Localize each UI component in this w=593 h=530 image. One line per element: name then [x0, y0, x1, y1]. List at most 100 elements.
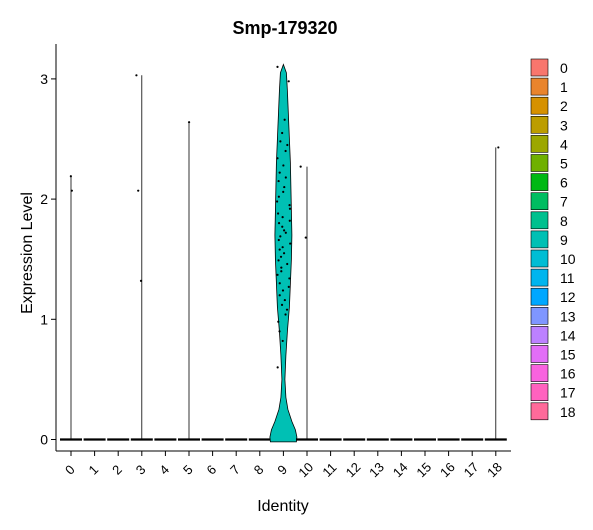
y-axis-label: Expression Level: [19, 192, 36, 314]
data-point-18: [497, 146, 500, 149]
x-tick-label: 13: [366, 459, 387, 480]
data-point-9: [282, 164, 285, 167]
data-point-9: [277, 195, 280, 198]
legend-label-10: 10: [560, 251, 576, 267]
legend-swatch-8: [530, 211, 549, 230]
legend-label-0: 0: [560, 60, 568, 76]
data-point-9: [281, 131, 284, 135]
y-tick-label: 0: [40, 432, 48, 448]
data-point-9: [278, 171, 281, 174]
legend-swatch-4: [530, 135, 549, 153]
x-axis-label: Identity: [257, 498, 309, 515]
x-tick-label: 5: [180, 462, 196, 478]
data-point-9: [281, 216, 284, 219]
legend-swatch-7: [530, 192, 549, 210]
data-point-9: [276, 157, 279, 160]
legend-swatch-18: [530, 402, 549, 421]
legend-label-6: 6: [560, 175, 568, 191]
data-point-9: [288, 277, 291, 280]
legend-label-14: 14: [560, 327, 576, 343]
legend-label-1: 1: [560, 79, 568, 95]
data-point-3: [135, 74, 138, 77]
data-point-9: [288, 207, 292, 210]
data-point-9: [276, 273, 279, 276]
legend-swatch-14: [530, 326, 549, 344]
data-point-9: [288, 219, 291, 222]
legend-label-13: 13: [560, 308, 576, 324]
legend-swatch-3: [530, 116, 549, 134]
x-tick-label: 14: [390, 459, 411, 480]
y-tick-label: 1: [40, 311, 48, 327]
legend-label-2: 2: [560, 98, 568, 114]
data-point-9: [289, 242, 292, 245]
data-point-3: [139, 279, 143, 282]
x-tick-label: 15: [413, 459, 434, 480]
data-point-10: [299, 165, 302, 168]
legend-swatch-15: [530, 345, 549, 363]
x-tick-label: 3: [133, 462, 149, 478]
legend-label-4: 4: [560, 136, 568, 152]
x-tick-label: 9: [274, 462, 290, 478]
data-point-9: [277, 238, 280, 242]
data-point-9: [276, 212, 280, 215]
x-tick-label: 12: [343, 459, 364, 480]
x-tick-label: 18: [484, 459, 505, 480]
data-point-9: [277, 222, 281, 225]
data-point-9: [276, 200, 279, 203]
data-point-9: [286, 143, 289, 147]
x-tick-label: 10: [295, 459, 316, 480]
legend-swatch-11: [530, 268, 549, 287]
data-point-9: [281, 246, 284, 249]
data-point-5: [187, 121, 191, 124]
legend-label-17: 17: [560, 385, 576, 401]
data-point-9: [283, 298, 286, 302]
data-point-9: [276, 366, 279, 369]
data-point-3: [137, 189, 140, 192]
legend-swatch-12: [530, 287, 549, 306]
data-point-9: [281, 339, 284, 343]
data-point-9: [287, 80, 290, 83]
data-point-9: [284, 313, 287, 316]
data-point-9: [283, 229, 286, 232]
data-point-9: [280, 266, 283, 269]
x-tick-label: 11: [319, 460, 339, 480]
data-point-9: [285, 308, 289, 311]
legend-label-16: 16: [560, 366, 576, 382]
legend-swatch-16: [530, 364, 549, 382]
x-tick-label: 7: [227, 462, 243, 478]
data-point-9: [280, 270, 283, 273]
legend-swatch-2: [530, 96, 549, 115]
x-tick-label: 17: [461, 459, 482, 480]
legend-label-12: 12: [560, 289, 576, 305]
x-tick-label: 0: [62, 462, 78, 478]
x-tick-label: 8: [251, 462, 267, 478]
legend-label-11: 11: [560, 270, 575, 286]
data-point-9: [284, 149, 287, 153]
data-point-9: [282, 190, 285, 193]
y-tick-label: 2: [40, 191, 48, 207]
legend-label-5: 5: [560, 156, 568, 172]
legend-label-8: 8: [560, 213, 568, 229]
legend-swatch-6: [530, 173, 549, 191]
legend-label-3: 3: [560, 117, 568, 133]
x-tick-label: 1: [86, 462, 102, 478]
data-point-9: [281, 289, 285, 292]
data-point-9: [278, 282, 281, 285]
chart-title: Smp-179320: [232, 18, 337, 38]
data-point-9: [279, 235, 282, 238]
legend-label-7: 7: [560, 194, 568, 210]
legend-swatch-9: [530, 230, 549, 249]
data-point-9: [281, 225, 284, 228]
data-point-9: [278, 248, 281, 251]
legend-swatch-13: [530, 306, 549, 325]
x-tick-label: 16: [437, 459, 458, 480]
data-point-9: [283, 118, 286, 121]
legend-swatch-10: [530, 249, 549, 268]
data-point-9: [288, 204, 291, 207]
x-tick-label: 2: [109, 462, 125, 478]
data-point-9: [276, 65, 279, 68]
legend-label-18: 18: [560, 404, 576, 420]
data-point-9: [277, 179, 280, 183]
